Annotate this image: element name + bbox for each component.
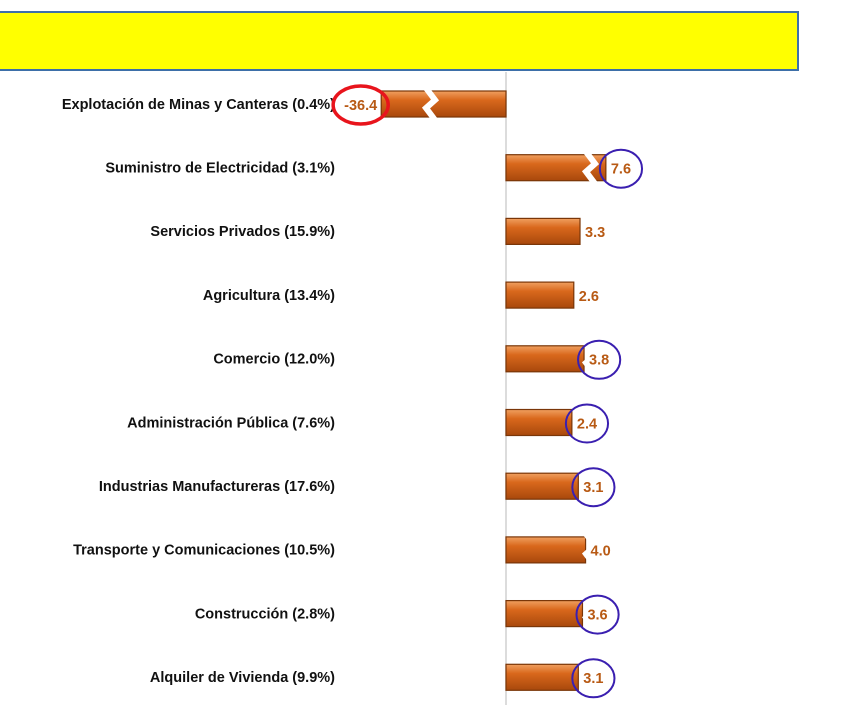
label-circle (571, 467, 616, 508)
category-label: Servicios Privados (15.9%) (150, 224, 335, 240)
bar (505, 281, 575, 309)
bar (505, 345, 585, 373)
axis-break (581, 277, 600, 313)
bar (505, 472, 579, 500)
value-label: 2.6 (579, 289, 599, 305)
axis-break (421, 86, 440, 122)
category-label: Construcción (2.8%) (195, 606, 335, 622)
bar (505, 599, 584, 628)
header-box (0, 11, 799, 71)
bar (505, 217, 581, 245)
label-circle (564, 403, 610, 444)
value-label: 3.1 (583, 671, 603, 687)
category-label: Suministro de Electricidad (3.1%) (105, 161, 335, 177)
label-circle (571, 658, 616, 699)
axis-break (581, 213, 600, 250)
category-label: Alquiler de Vivienda (9.9%) (150, 670, 335, 686)
bar (505, 408, 573, 437)
label-circle (577, 339, 622, 380)
value-label: 3.6 (587, 607, 607, 623)
axis-break (581, 659, 600, 696)
value-label: 2.4 (577, 416, 597, 432)
axis-break (581, 149, 600, 186)
category-label: Explotación de Minas y Canteras (0.4%) (62, 97, 335, 113)
bar (505, 663, 579, 691)
axis-break (581, 532, 600, 568)
bar (380, 90, 507, 118)
category-label: Administración Pública (7.6%) (127, 415, 335, 431)
label-circle (598, 148, 644, 189)
category-label: Industrias Manufactureras (17.6%) (99, 479, 335, 495)
axis-break (581, 341, 600, 377)
label-circle (331, 84, 390, 126)
category-label: Agricultura (13.4%) (203, 288, 335, 304)
category-label: Transporte y Comunicaciones (10.5%) (73, 543, 335, 559)
value-label: -36.4 (344, 98, 377, 114)
value-label: 3.8 (589, 353, 609, 369)
axis-break (581, 468, 600, 504)
category-label: Comercio (12.0%) (213, 352, 335, 368)
bar (505, 536, 587, 564)
value-label: 3.3 (585, 225, 605, 241)
value-label: 7.6 (611, 162, 631, 178)
value-label: 4.0 (591, 544, 611, 560)
axis-break (581, 404, 600, 441)
value-label: 3.1 (583, 480, 603, 496)
axis-break (581, 595, 600, 632)
label-circle (575, 594, 620, 635)
